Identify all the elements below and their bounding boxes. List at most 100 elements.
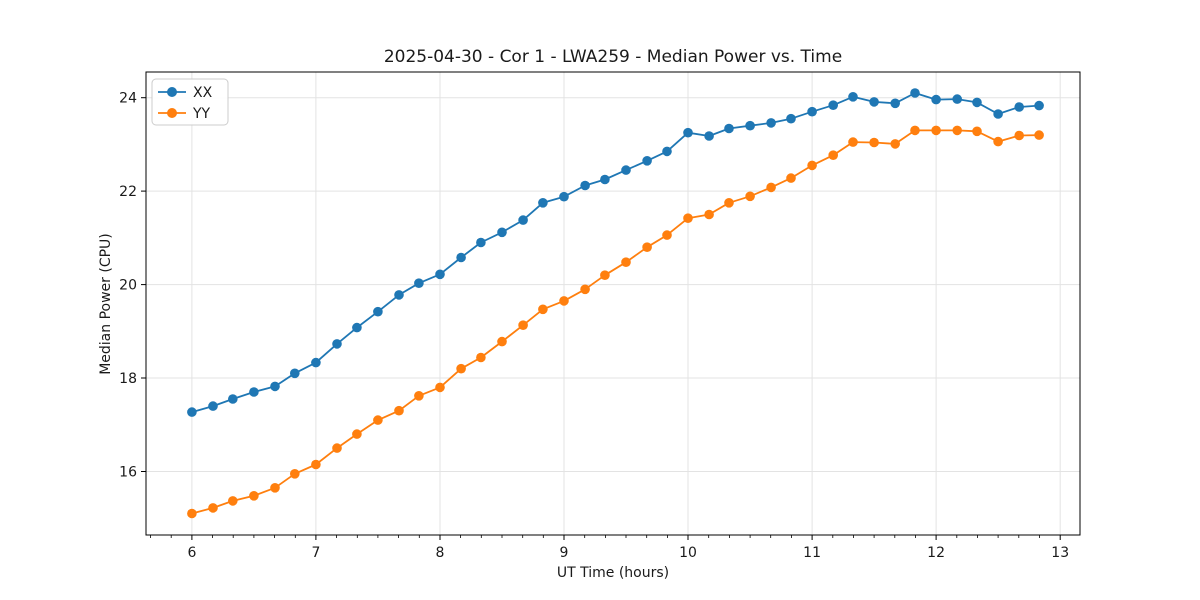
series-yy-point bbox=[952, 125, 962, 136]
series-xx-point bbox=[352, 322, 362, 333]
series-xx-point bbox=[848, 92, 858, 102]
series-yy-point bbox=[910, 125, 920, 136]
series-yy-point bbox=[290, 469, 300, 479]
series-xx-point bbox=[580, 180, 590, 191]
y-tick-label: 20 bbox=[119, 278, 137, 294]
x-tick-label: 6 bbox=[187, 545, 196, 561]
series-xx-point bbox=[993, 109, 1003, 119]
series-xx-point bbox=[642, 156, 652, 166]
x-tick-label: 11 bbox=[803, 545, 821, 561]
x-tick-label: 9 bbox=[560, 545, 569, 561]
series-yy-line bbox=[191, 129, 1040, 515]
series-yy-point bbox=[642, 242, 652, 252]
series-xx-point bbox=[931, 94, 941, 105]
axes-frame bbox=[145, 71, 1081, 536]
series-yy-point bbox=[208, 503, 218, 513]
series-xx-point bbox=[786, 113, 796, 124]
series-yy-point bbox=[869, 137, 879, 148]
series-xx-point bbox=[373, 306, 383, 317]
series-yy-point bbox=[972, 126, 982, 137]
series-yy-point bbox=[228, 496, 238, 506]
series-xx-point bbox=[249, 387, 259, 397]
series-xx-point bbox=[600, 174, 610, 185]
series-yy-point bbox=[580, 284, 590, 295]
series-xx-point bbox=[662, 146, 672, 157]
series-yy-point bbox=[993, 136, 1003, 147]
series-yy-point bbox=[311, 459, 321, 470]
x-tick-label: 8 bbox=[436, 545, 445, 561]
y-tick-label: 16 bbox=[119, 465, 137, 481]
series-xx-point bbox=[208, 401, 218, 411]
series-xx-point bbox=[394, 290, 404, 300]
y-axis-label: Median Power (CPU) bbox=[98, 233, 114, 375]
series-yy-point bbox=[931, 125, 941, 136]
legend-label-yy: YY bbox=[192, 106, 211, 122]
series-xx-point bbox=[518, 215, 528, 225]
series-xx-point bbox=[435, 269, 445, 280]
series-xx-point bbox=[270, 381, 280, 392]
series-yy-point bbox=[1034, 130, 1044, 140]
series-xx-point bbox=[745, 120, 755, 131]
series-yy-point bbox=[766, 182, 776, 193]
series-yy-point bbox=[518, 320, 528, 331]
x-tick-label: 13 bbox=[1051, 545, 1069, 561]
legend-label-xx: XX bbox=[193, 85, 213, 101]
legend: XX YY bbox=[151, 78, 229, 126]
y-tick-label: 24 bbox=[119, 91, 137, 107]
y-tick-label: 22 bbox=[119, 184, 137, 200]
series-xx-point bbox=[724, 123, 734, 134]
series-yy-point bbox=[394, 405, 404, 416]
series-xx-point bbox=[704, 131, 714, 141]
x-tick-label: 7 bbox=[311, 545, 320, 561]
legend-swatch-xx-marker bbox=[167, 87, 177, 97]
series-yy-point bbox=[435, 382, 445, 393]
series-yy-point bbox=[621, 257, 631, 268]
series-xx-point bbox=[476, 237, 486, 248]
series-yy-point bbox=[1014, 130, 1024, 141]
series-yy-point bbox=[704, 209, 714, 220]
series-yy-point bbox=[828, 150, 838, 160]
series-xx-point bbox=[187, 407, 197, 417]
series-yy-point bbox=[890, 139, 900, 149]
series-yy-point bbox=[745, 191, 755, 202]
series-xx-point bbox=[766, 118, 776, 128]
series-yy-point bbox=[600, 270, 610, 281]
series-yy-point bbox=[456, 363, 466, 374]
series-xx-point bbox=[828, 100, 838, 110]
series-xx-point bbox=[1014, 102, 1024, 112]
series-xx-point bbox=[952, 94, 962, 104]
chart-title: 2025-04-30 - Cor 1 - LWA259 - Median Pow… bbox=[384, 47, 842, 67]
series-yy-point bbox=[662, 230, 672, 240]
series-xx-point bbox=[807, 106, 817, 117]
series-xx-point bbox=[228, 394, 238, 404]
series-yy-point bbox=[848, 137, 858, 147]
series-yy-point bbox=[683, 213, 693, 223]
series-yy-point bbox=[352, 429, 362, 439]
series-yy-point bbox=[559, 296, 569, 306]
series-xx-point bbox=[869, 97, 879, 107]
series-xx-point bbox=[910, 88, 920, 98]
series-xx-point bbox=[311, 357, 321, 368]
y-tick-label: 18 bbox=[119, 371, 137, 387]
series-xx-point bbox=[972, 97, 982, 108]
series-xx-point bbox=[559, 191, 569, 202]
series-xx-point bbox=[1034, 100, 1044, 111]
series-yy-point bbox=[373, 415, 383, 425]
series-yy-point bbox=[807, 160, 817, 171]
series-xx-point bbox=[332, 339, 342, 349]
series-yy-point bbox=[249, 491, 259, 501]
legend-swatch-yy-marker bbox=[167, 108, 177, 118]
x-axis-label: UT Time (hours) bbox=[557, 565, 669, 581]
series-xx-point bbox=[414, 278, 424, 289]
series-xx-point bbox=[890, 98, 900, 109]
series-xx-point bbox=[456, 252, 466, 263]
series-xx-point bbox=[290, 368, 300, 379]
series-xx-point bbox=[621, 165, 631, 175]
series-yy-point bbox=[724, 198, 734, 208]
series-xx-point bbox=[497, 227, 507, 238]
series-yy-point bbox=[786, 173, 796, 183]
series-yy-point bbox=[414, 391, 424, 401]
series-xx-point bbox=[538, 198, 548, 208]
